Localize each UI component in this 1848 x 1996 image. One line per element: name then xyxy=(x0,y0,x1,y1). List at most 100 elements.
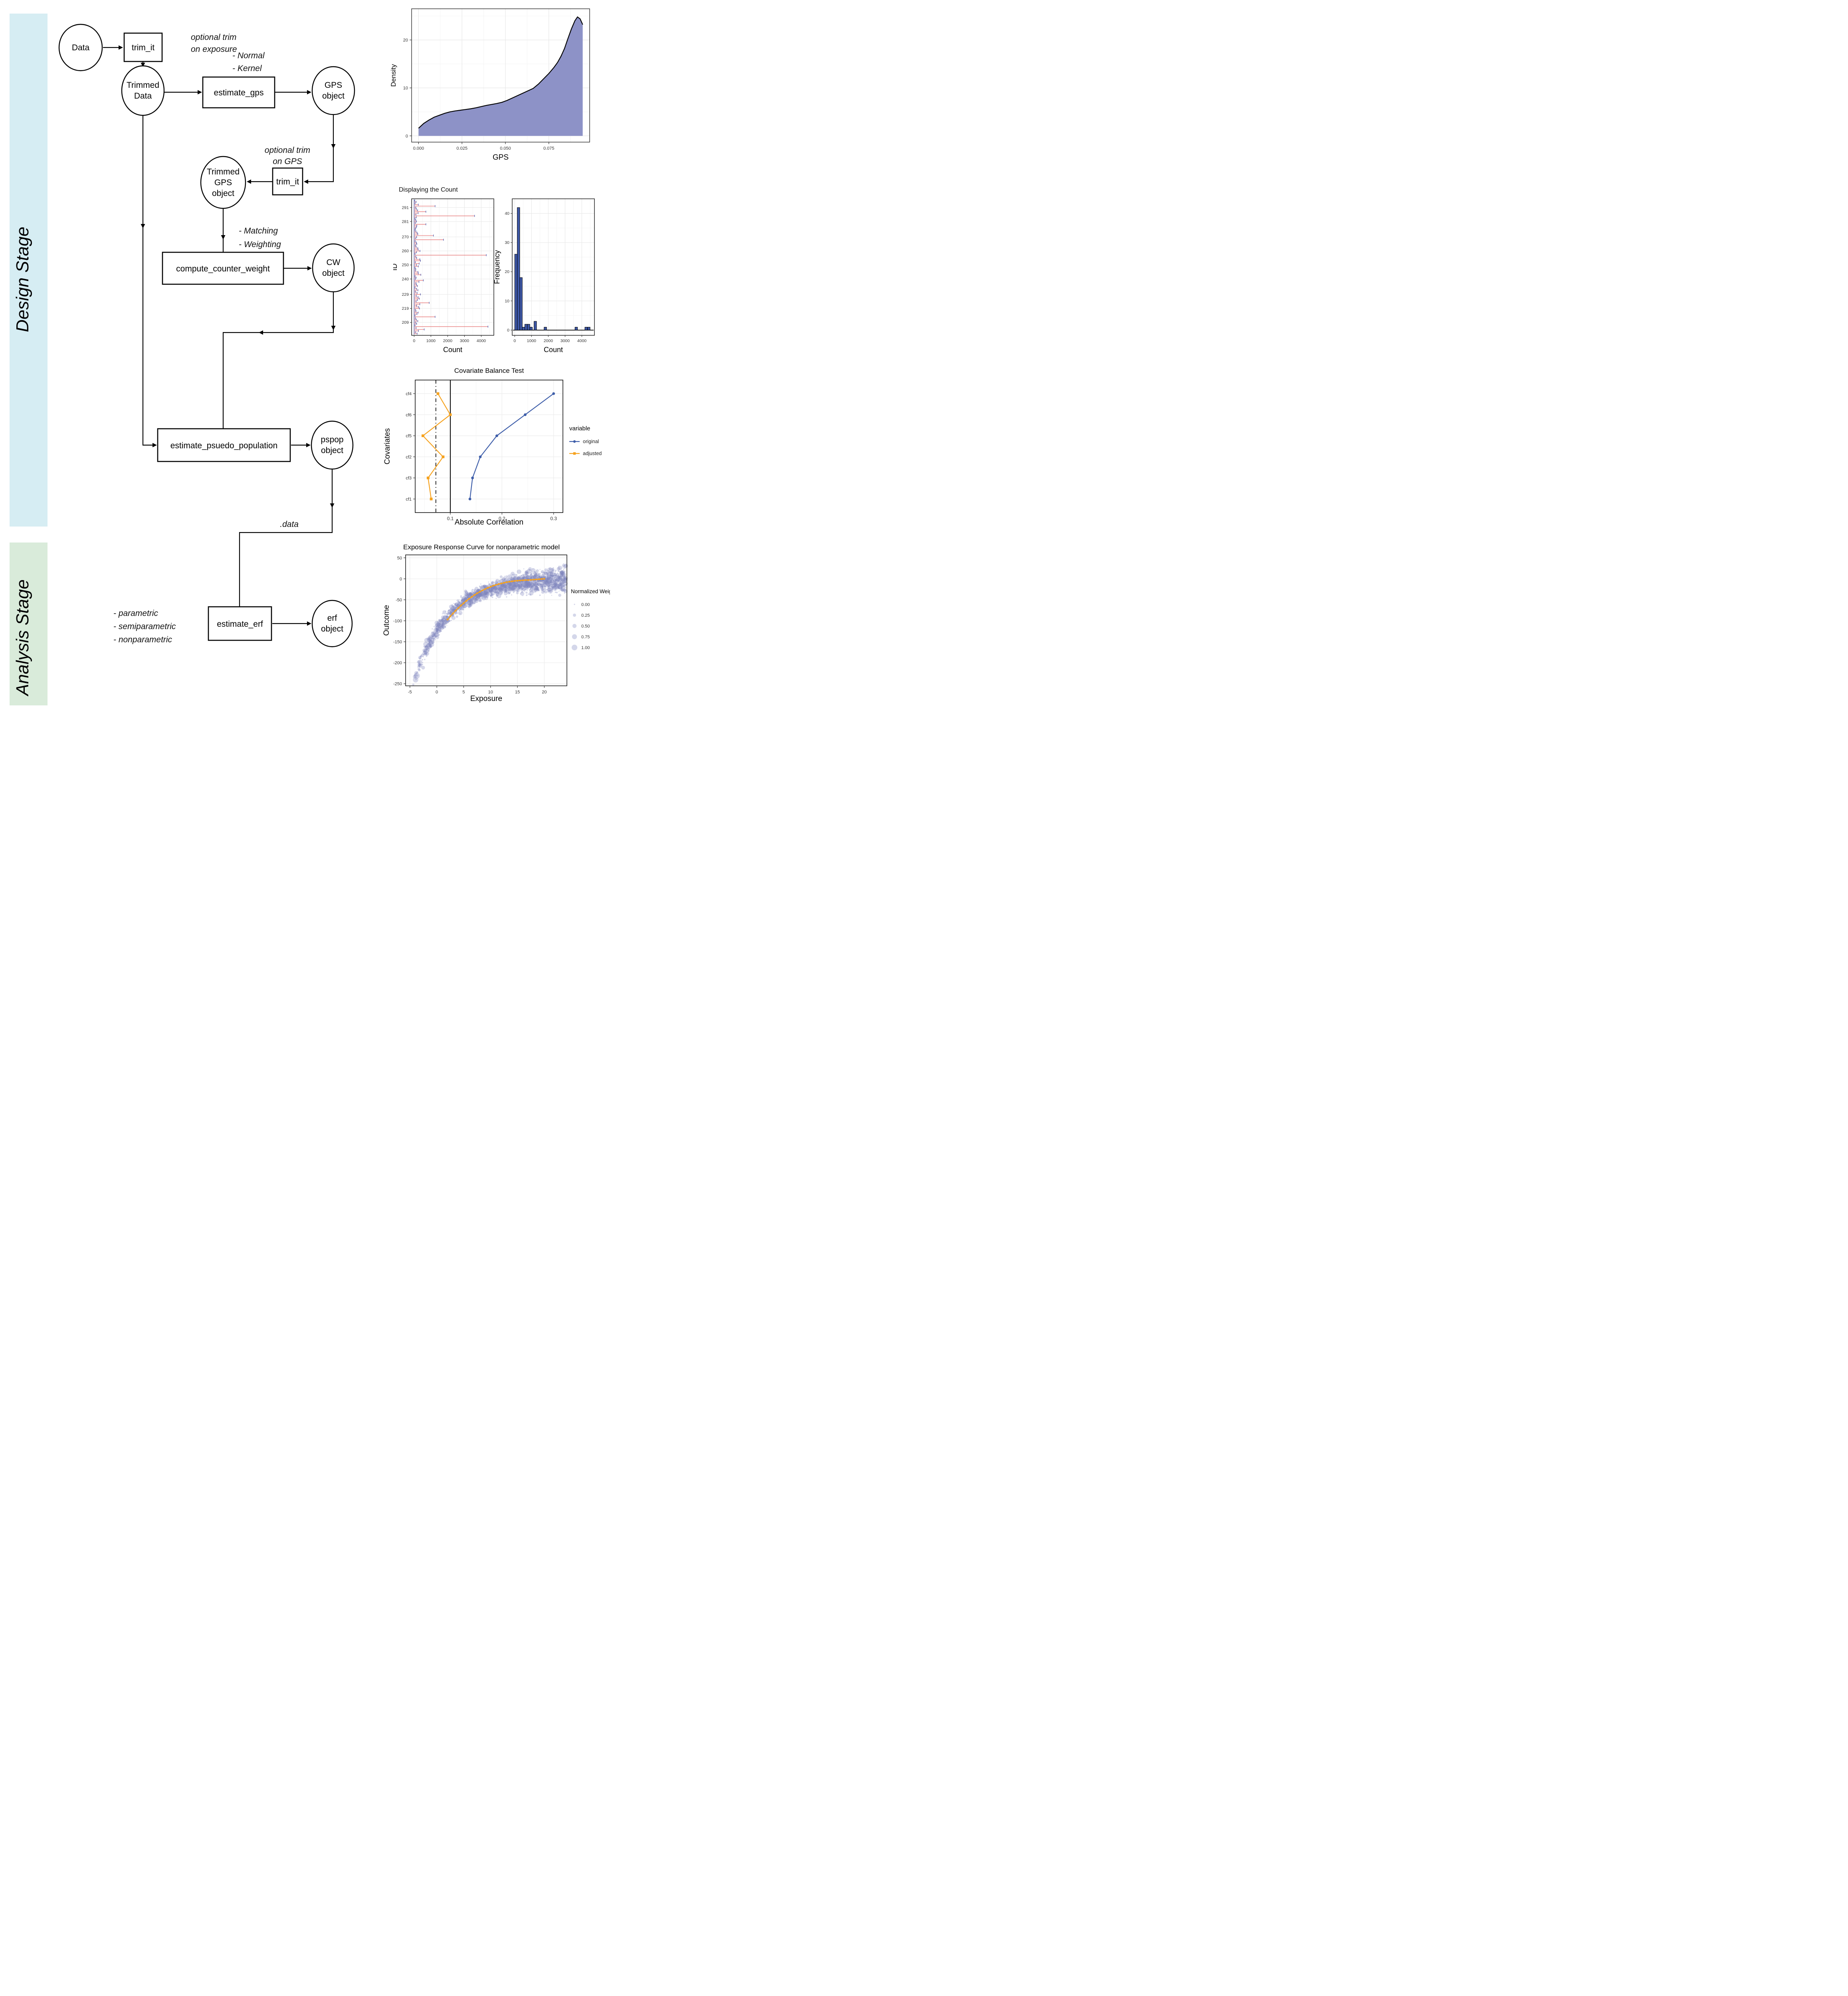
smooth-point xyxy=(484,588,486,590)
scatter-point xyxy=(527,586,529,588)
scatter-point xyxy=(547,581,550,585)
scatter-point xyxy=(521,584,522,585)
scatter-point xyxy=(544,585,545,586)
scatter-point xyxy=(555,580,557,581)
scatter-point xyxy=(517,584,520,588)
scatter-point xyxy=(555,577,558,579)
scatter-point xyxy=(491,582,494,584)
scatter-point xyxy=(533,572,536,574)
scatter-point xyxy=(525,576,527,577)
scatter-point xyxy=(510,584,512,585)
scatter-point xyxy=(462,606,464,608)
scatter-point xyxy=(430,646,432,648)
scatter-point xyxy=(547,587,549,589)
smooth-point xyxy=(460,604,462,606)
scatter-point xyxy=(548,574,552,578)
scatter-point xyxy=(529,591,534,596)
smooth-point xyxy=(508,581,511,583)
scatter-point xyxy=(527,588,529,590)
scatter-point xyxy=(511,582,514,584)
scatter-point xyxy=(527,582,531,585)
scatter-point xyxy=(516,576,520,580)
scatter-point xyxy=(451,617,452,618)
scatter-point xyxy=(535,580,540,585)
scatter-point xyxy=(519,578,520,580)
scatter-point xyxy=(555,577,560,582)
smooth-point xyxy=(530,579,532,581)
scatter-point xyxy=(549,590,553,594)
scatter-point xyxy=(527,590,528,591)
scatter-point xyxy=(479,586,481,588)
scatter-point xyxy=(502,587,504,590)
svg-text:estimate_psuedo_population: estimate_psuedo_population xyxy=(170,441,278,450)
scatter-point xyxy=(528,578,529,580)
scatter-point xyxy=(563,568,565,569)
scatter-point xyxy=(504,584,506,585)
scatter-point xyxy=(561,580,562,581)
scatter-point xyxy=(483,586,486,588)
scatter-point xyxy=(484,592,486,594)
scatter-point xyxy=(428,646,430,647)
scatter-point xyxy=(543,584,544,585)
scatter-point xyxy=(552,574,554,577)
scatter-point xyxy=(468,592,472,596)
scatter-point xyxy=(505,591,507,592)
scatter-point xyxy=(465,603,467,605)
scatter-point xyxy=(521,590,523,592)
y-tick-label: 209 xyxy=(402,320,409,325)
scatter-point xyxy=(523,573,527,577)
scatter-point xyxy=(528,581,531,583)
scatter-point xyxy=(498,580,501,582)
scatter-point xyxy=(511,578,514,580)
scatter-point xyxy=(527,587,529,588)
scatter-point xyxy=(479,589,481,591)
scatter-point xyxy=(535,572,539,576)
scatter-point xyxy=(443,615,446,619)
scatter-point xyxy=(541,582,545,586)
panel-border xyxy=(411,8,590,143)
scatter-point xyxy=(555,584,557,585)
scatter-point xyxy=(553,583,555,585)
scatter-point xyxy=(474,586,479,591)
scatter-point xyxy=(537,584,539,586)
scatter-point xyxy=(521,588,523,590)
scatter-point xyxy=(557,572,559,574)
scatter-point xyxy=(480,583,481,585)
scatter-point xyxy=(503,584,507,588)
scatter-point xyxy=(539,585,543,589)
scatter-point xyxy=(480,594,483,597)
scatter-point xyxy=(424,645,428,649)
scatter-point xyxy=(563,563,564,564)
scatter-point xyxy=(545,570,546,572)
scatter-point xyxy=(511,586,513,588)
scatter-point xyxy=(499,586,501,587)
scatter-point xyxy=(502,586,504,588)
scatter-point xyxy=(469,592,472,595)
scatter-point xyxy=(555,571,556,572)
scatter-point xyxy=(438,620,440,621)
scatter-point xyxy=(537,577,539,578)
scatter-point xyxy=(527,583,529,585)
scatter-point xyxy=(435,636,436,637)
scatter-point xyxy=(541,584,544,587)
scatter-point xyxy=(508,582,510,584)
scatter-point xyxy=(497,585,499,586)
scatter-point xyxy=(530,582,534,586)
arrowhead xyxy=(304,179,308,184)
scatter-point xyxy=(435,624,437,626)
scatter-point xyxy=(547,590,549,592)
scatter-point xyxy=(550,570,554,574)
scatter-point xyxy=(561,582,564,584)
scatter-point xyxy=(474,590,475,592)
scatter-point xyxy=(420,655,422,657)
scatter-point xyxy=(468,600,470,603)
scatter-point xyxy=(518,583,522,587)
scatter-point xyxy=(446,616,448,618)
scatter-point xyxy=(435,636,436,638)
scatter-point xyxy=(438,625,441,628)
scatter-point xyxy=(525,586,527,587)
scatter-point xyxy=(445,615,447,618)
scatter-point xyxy=(552,586,554,588)
scatter-point xyxy=(476,596,480,600)
scatter-point xyxy=(488,590,491,592)
